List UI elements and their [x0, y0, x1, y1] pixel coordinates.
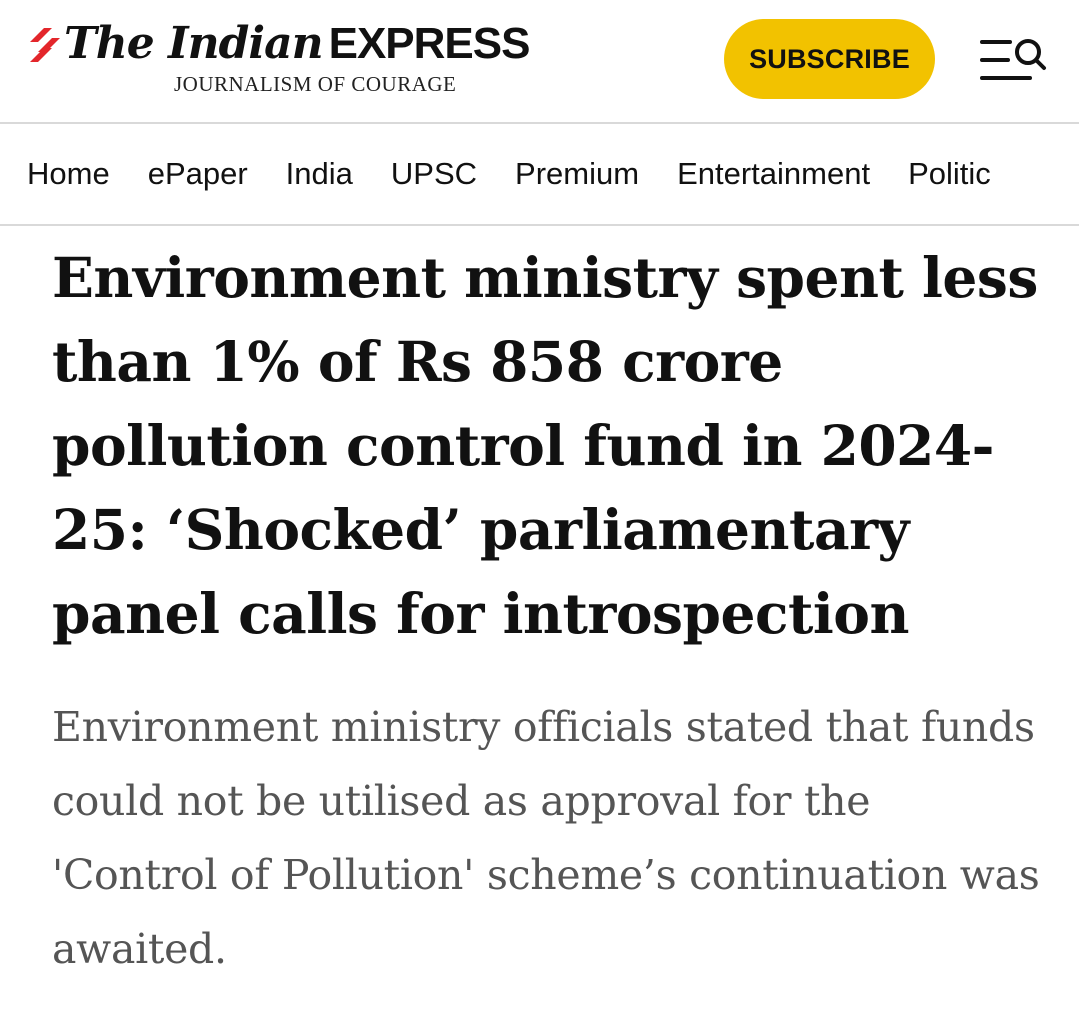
logo-wordmark-the-indian: The Indian — [64, 18, 324, 69]
nav-item-epaper[interactable]: ePaper — [147, 156, 248, 191]
nav-item-india[interactable]: India — [285, 156, 353, 191]
nav-item-upsc[interactable]: UPSC — [390, 156, 478, 191]
logo-wordmark: The Indian EXPRESS — [64, 18, 531, 70]
nav-item-home[interactable]: Home — [27, 156, 110, 191]
site-logo[interactable]: The Indian EXPRESS JOURNALISM OF COURAGE — [22, 14, 530, 104]
express-logo-icon — [30, 28, 60, 62]
article-headline: Environment ministry spent less than 1% … — [52, 245, 1038, 646]
nav-item-entertainment[interactable]: Entertainment — [677, 156, 871, 191]
nav-item-politics[interactable]: Politic — [908, 156, 991, 191]
logo-tagline: JOURNALISM OF COURAGE — [174, 72, 457, 96]
site-header: The Indian EXPRESS JOURNALISM OF COURAGE … — [0, 0, 1079, 124]
subscribe-button[interactable]: SUBSCRIBE — [724, 19, 935, 99]
menu-search-icon[interactable] — [978, 34, 1050, 86]
article-dek: Environment ministry officials stated th… — [52, 703, 1040, 973]
main-nav: Home ePaper India UPSC Premium Entertain… — [0, 124, 1079, 226]
logo-wordmark-express: EXPRESS — [328, 19, 531, 68]
nav-list: Home ePaper India UPSC Premium Entertain… — [27, 124, 1029, 224]
nav-item-premium[interactable]: Premium — [515, 156, 640, 191]
